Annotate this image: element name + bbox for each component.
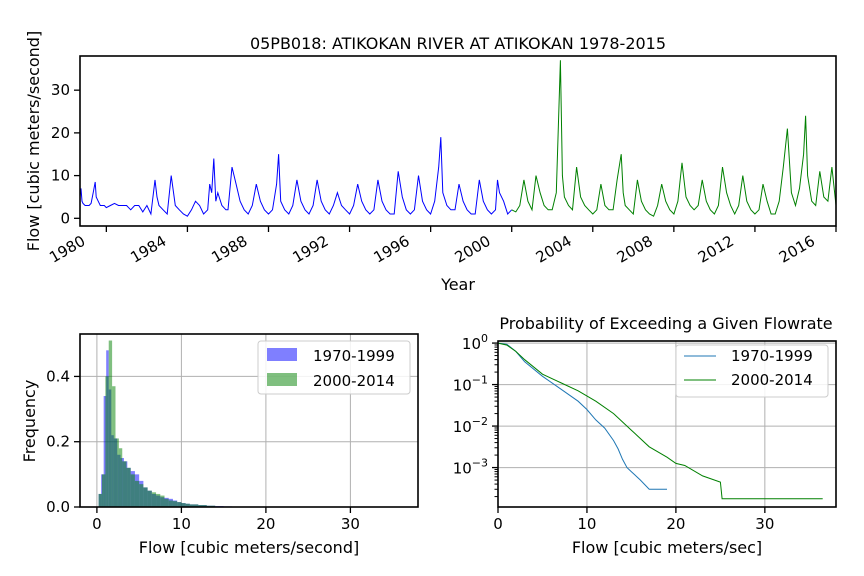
histogram-bar-series-2	[126, 467, 131, 507]
exceedance-legend: 1970-1999 2000-2014	[675, 344, 829, 398]
histogram-bar-series-2	[139, 484, 144, 507]
histogram-bar-series-2	[101, 474, 106, 507]
histogram-bar-series-2	[164, 498, 169, 507]
histogram-bar-series-2	[198, 505, 207, 507]
histogram-bar-series-2	[160, 495, 165, 507]
exceedance-x-tick-label: 20	[666, 515, 685, 533]
histogram-bar-series-2	[143, 487, 148, 507]
histogram-legend: 1970-1999 2000-2014	[257, 340, 411, 395]
exceedance-y-tick-label: 100	[462, 332, 488, 353]
histogram-bar-series-2	[177, 502, 182, 507]
histogram-chart: 0 10 20 30 0.0 0.2 0.4 Flow [cubic meters/sec…	[20, 333, 419, 557]
histogram-bar-series-2	[172, 501, 178, 507]
exceedance-series-line-2	[497, 342, 823, 500]
timeseries-x-label: Year	[440, 275, 475, 294]
histogram-y-ticks: 0.0 0.2 0.4	[46, 367, 80, 516]
histogram-x-tick-label: 10	[172, 515, 191, 533]
timeseries-title: 05PB018: ATIKOKAN RIVER AT ATIKOKAN 1978…	[250, 34, 666, 53]
histogram-bar-series-1	[103, 396, 107, 507]
histogram-frame	[79, 333, 419, 508]
histogram-bar-series-2	[105, 376, 109, 507]
timeseries-y-label: Flow [cubic meters/second]	[24, 31, 43, 251]
histogram-bar-series-2	[189, 504, 199, 507]
histogram-bar-series-2	[112, 386, 116, 507]
exceedance-x-tick-label: 10	[577, 515, 596, 533]
histogram-bar-series-2	[185, 503, 190, 507]
histogram-y-label: Frequency	[20, 380, 39, 463]
histogram-x-label: Flow [cubic meters/second]	[139, 538, 359, 557]
exceedance-legend-label-1: 1970-1999	[731, 347, 813, 365]
flow-series-line-1	[79, 137, 513, 217]
exceedance-series-line-1	[497, 342, 667, 490]
histogram-y-tick-label: 0.2	[46, 433, 70, 451]
exceedance-y-ticks: 100 10−1 10−2 10−3	[453, 332, 498, 498]
exceedance-y-tick-label: 10−2	[453, 415, 488, 436]
timeseries-y-tick-label: 20	[51, 124, 70, 142]
histogram-bar-series-2	[122, 461, 127, 507]
exceedance-x-tick-label: 30	[755, 515, 774, 533]
exceedance-frame	[497, 340, 837, 508]
histogram-x-tick-label: 0	[92, 515, 102, 533]
histogram-legend-swatch-1	[267, 348, 297, 361]
timeseries-y-tick-label: 0	[60, 209, 70, 227]
timeseries-y-tick-label: 10	[51, 167, 70, 185]
histogram-bar-series-2	[118, 448, 123, 507]
histogram-bar-series-2	[147, 490, 152, 507]
histogram-x-tick-label: 30	[341, 515, 360, 533]
exceedance-chart: Probability of Exceeding a Given Flowrat…	[453, 314, 837, 557]
histogram-x-tick-label: 20	[256, 515, 275, 533]
histogram-bar-series-2	[130, 474, 135, 507]
exceedance-x-label: Flow [cubic meters/sec]	[572, 538, 762, 557]
exceedance-legend-label-2: 2000-2014	[731, 371, 813, 389]
histogram-bar-series-2	[181, 503, 186, 507]
histogram-legend-label-1: 1970-1999	[313, 347, 395, 365]
exceedance-title: Probability of Exceeding a Given Flowrat…	[499, 314, 832, 333]
histogram-bar-series-2	[151, 492, 157, 507]
histogram-bar-series-2	[115, 438, 119, 507]
histogram-bar-series-2	[134, 480, 140, 507]
timeseries-series-layer	[79, 60, 837, 217]
exceedance-x-tick-label: 0	[493, 515, 503, 533]
histogram-y-tick-label: 0.0	[46, 498, 70, 516]
histogram-bar-series-2	[98, 493, 102, 507]
histogram-x-ticks: 0 10 20 30	[92, 507, 360, 533]
histogram-legend-label-2: 2000-2014	[313, 372, 395, 390]
exceedance-y-tick-label: 10−1	[453, 374, 488, 395]
histogram-bar-series-2	[108, 340, 113, 507]
histogram-bars	[98, 340, 258, 507]
exceedance-y-tick-label: 10−3	[453, 457, 488, 478]
exceedance-x-ticks: 0 10 20 30	[493, 507, 774, 533]
flow-series-line-2	[511, 60, 837, 217]
exceedance-series-layer	[497, 342, 823, 500]
histogram-legend-swatch-2	[267, 373, 297, 386]
exceedance-legend-box	[675, 344, 829, 398]
timeseries-y-tick-label: 30	[51, 81, 70, 99]
histogram-bar-series-2	[156, 493, 161, 507]
histogram-bar-series-2	[168, 500, 173, 507]
histogram-y-tick-label: 0.4	[46, 367, 70, 385]
timeseries-frame	[79, 55, 837, 227]
timeseries-y-ticks: 0 10 20 30	[51, 81, 80, 227]
